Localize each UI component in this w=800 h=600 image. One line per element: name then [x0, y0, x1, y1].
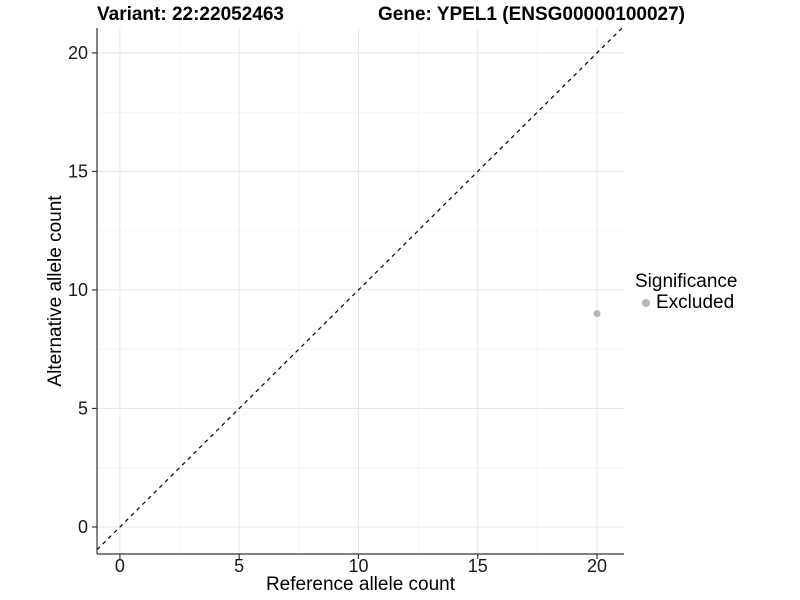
- excluded-marker-icon: [642, 298, 650, 307]
- x-axis-title: Reference allele count: [265, 574, 456, 595]
- legend-item-label: Excluded: [656, 292, 735, 313]
- y-tick-label: 5: [78, 398, 88, 418]
- legend-title: Significance: [635, 271, 738, 292]
- data-point: [593, 310, 601, 318]
- x-tick-label: 5: [234, 556, 244, 576]
- y-axis-title: Alternative allele count: [45, 195, 66, 387]
- plot-title-variant: Variant: 22:22052463: [97, 4, 284, 25]
- x-tick-label: 10: [348, 556, 368, 576]
- legend: Significance Excluded: [635, 271, 738, 313]
- y-tick-label: 15: [68, 161, 88, 181]
- y-tick-label: 10: [68, 280, 88, 300]
- y-tick-label: 20: [68, 43, 88, 63]
- x-tick-label: 20: [587, 556, 607, 576]
- x-tick-label: 15: [468, 556, 488, 576]
- y-tick-label: 0: [78, 517, 88, 537]
- plot-title-gene: Gene: YPEL1 (ENSG00000100027): [378, 4, 685, 25]
- legend-item-excluded: Excluded: [635, 293, 737, 312]
- x-tick-label: 0: [115, 556, 125, 576]
- identity-reference-line: [96, 27, 623, 551]
